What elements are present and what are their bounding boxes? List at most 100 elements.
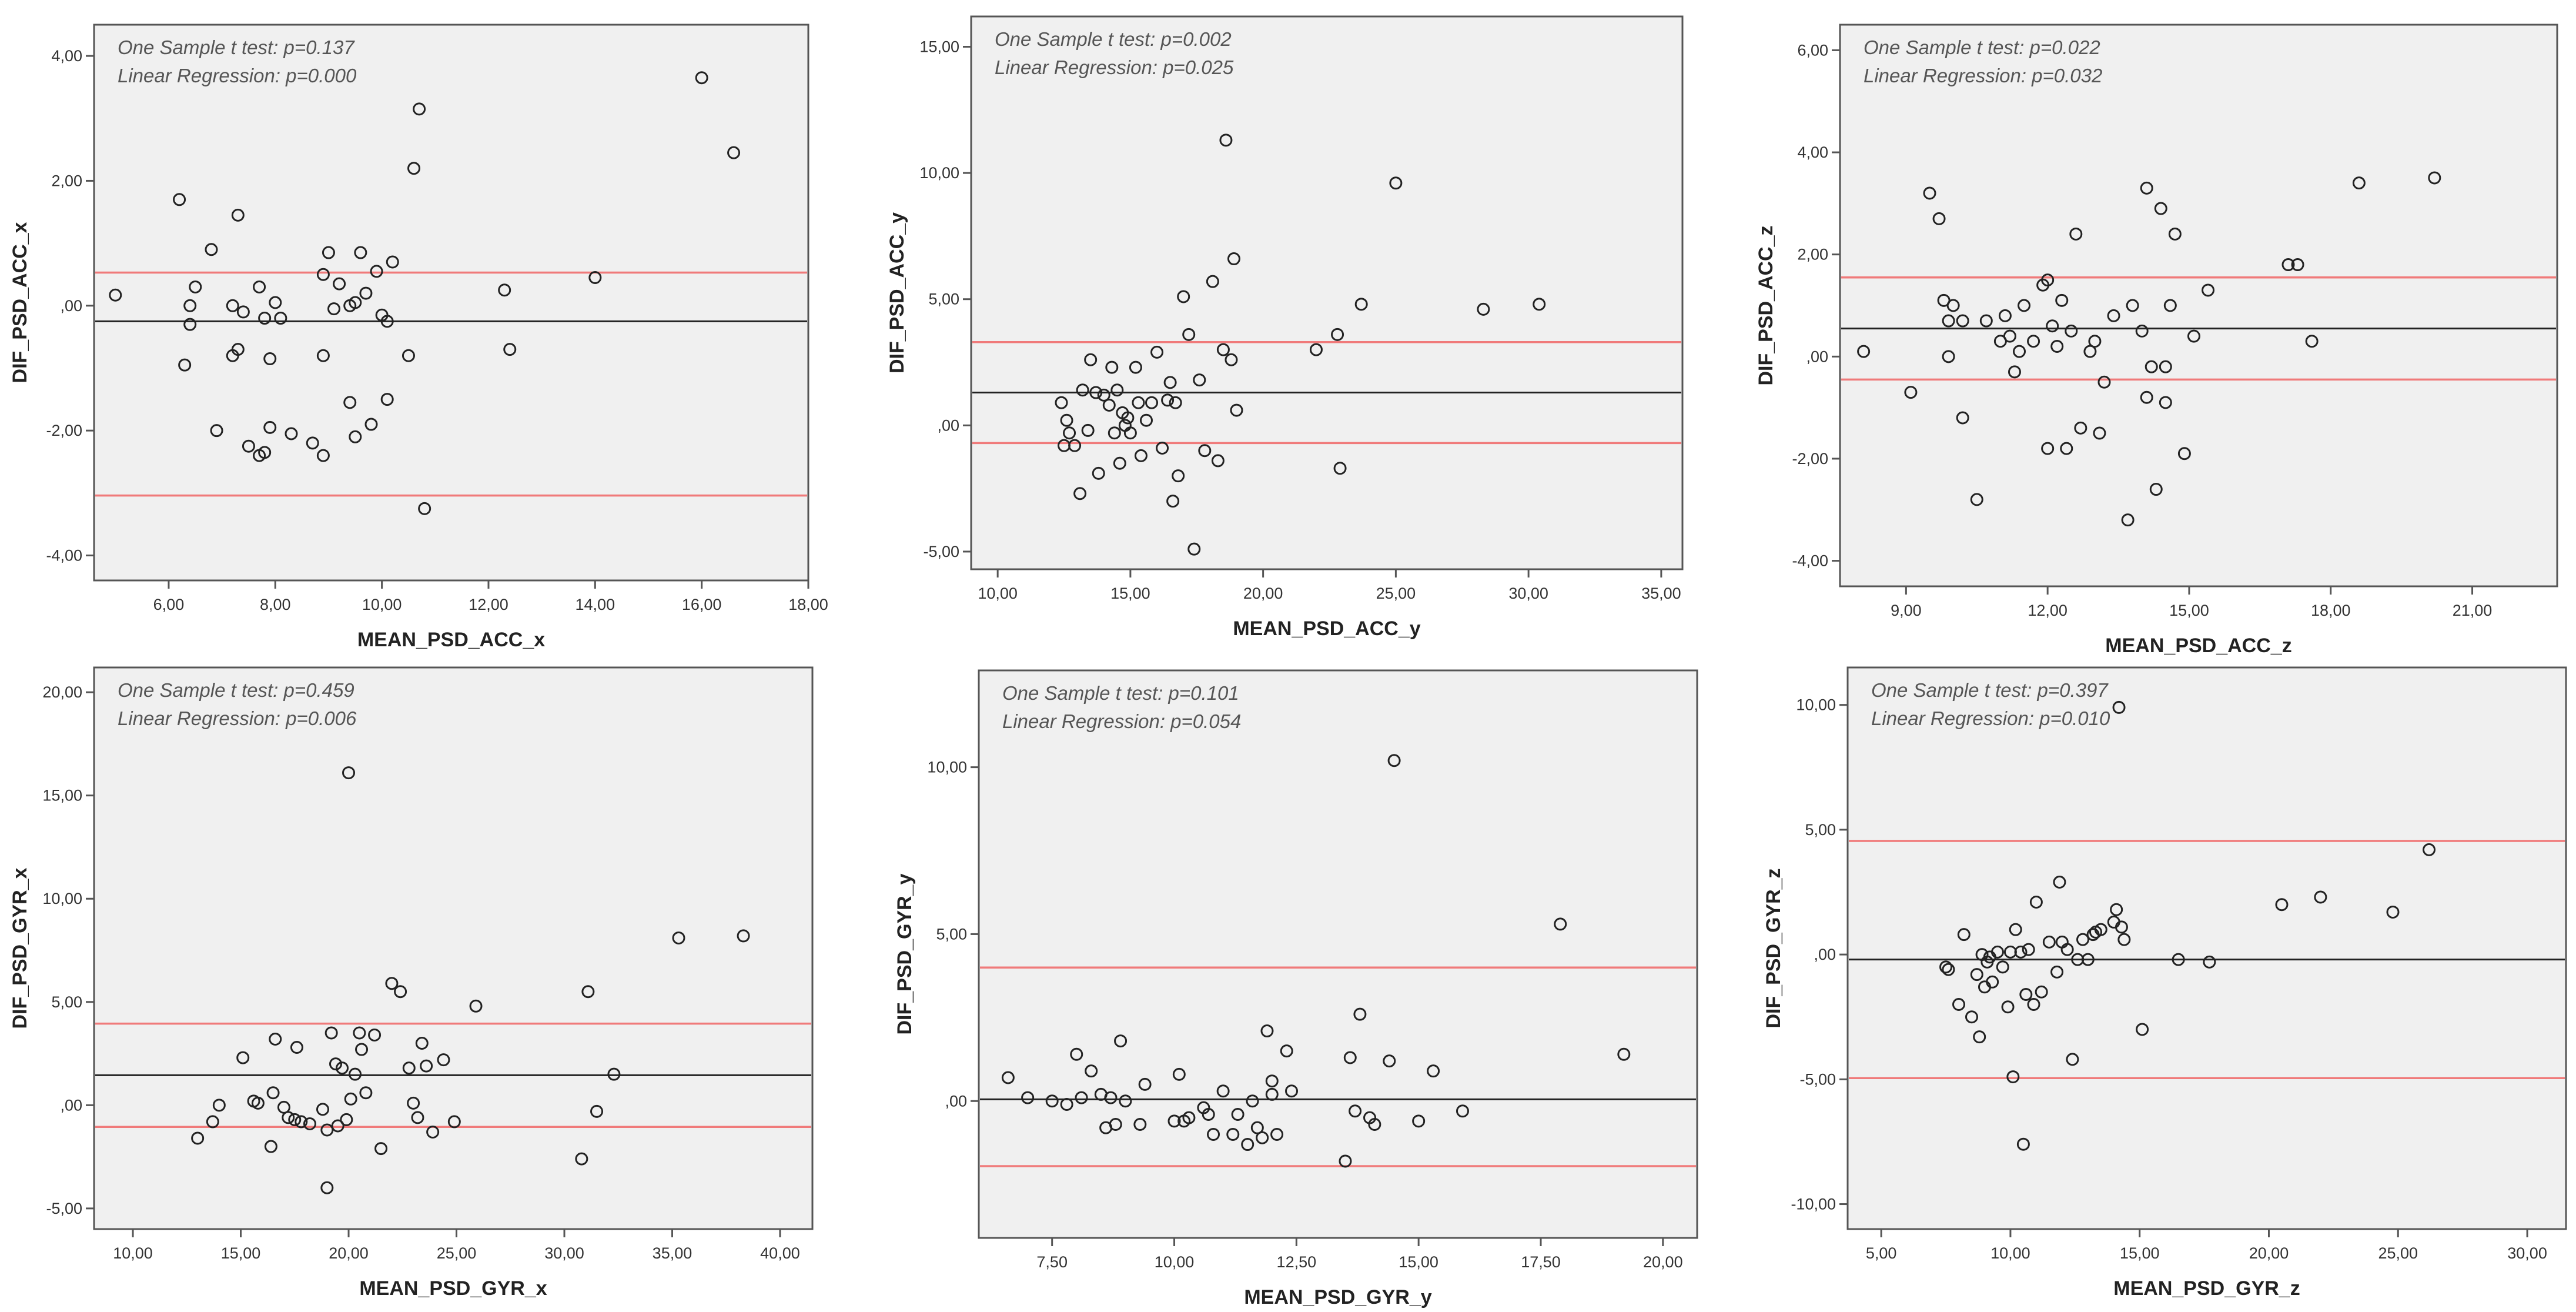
x-axis-label: MEAN_PSD_GYR_z	[2113, 1277, 2300, 1300]
data-point	[231, 208, 245, 222]
data-point	[2008, 365, 2021, 379]
data-point	[2386, 905, 2400, 919]
data-point	[418, 502, 431, 515]
y-axis-label: DIF_PSD_GYR_z	[1762, 868, 1785, 1028]
data-point	[2009, 923, 2022, 936]
data-point	[316, 1103, 329, 1116]
data-point	[1973, 1030, 1986, 1044]
y-tick-label: -4,00	[1792, 552, 1828, 570]
x-tick-label: 16,00	[682, 596, 722, 613]
data-point	[2074, 421, 2087, 435]
y-axis-label: DIF_PSD_ACC_z	[1755, 225, 1777, 385]
data-point	[354, 246, 367, 259]
x-tick-label: 12,50	[1277, 1253, 1317, 1271]
data-point	[343, 396, 357, 409]
data-point	[2053, 876, 2066, 889]
data-point	[282, 1111, 295, 1124]
data-point	[189, 280, 202, 293]
x-tick-label: 15,00	[221, 1244, 261, 1262]
data-point	[353, 1026, 366, 1040]
data-point	[2136, 1023, 2149, 1036]
data-point	[2069, 227, 2083, 241]
data-point	[1617, 1047, 1631, 1061]
data-point	[183, 299, 197, 312]
chart-panel-6: 5,00 10,00 15,00 20,00 25,00 30,00 -10,00 -5,00…	[1762, 666, 2567, 1300]
data-point	[1045, 1094, 1059, 1108]
data-point	[1219, 133, 1233, 147]
data-point	[1349, 1104, 1362, 1118]
data-point	[206, 1115, 219, 1129]
data-point	[1427, 1064, 1440, 1078]
chart-panel-5: 7,50 10,00 12,50 15,00 17,50 20,00 ,00 5,00 10,0…	[894, 669, 1698, 1308]
x-tick-label: 17,50	[1521, 1253, 1561, 1271]
data-point	[727, 146, 741, 159]
data-point	[2154, 202, 2167, 215]
chart-panel-3: 9,00 12,00 15,00 18,00 21,00 -4,00 -2,00 ,00 2,0…	[1755, 24, 2558, 657]
x-tick-label: 25,00	[1376, 585, 1416, 602]
data-point	[303, 1117, 316, 1130]
data-point	[1182, 1111, 1196, 1124]
y-tick-label: 5,00	[928, 291, 959, 308]
x-tick-label: 20,00	[329, 1244, 369, 1262]
data-point	[1956, 314, 1969, 328]
data-point	[253, 280, 266, 293]
y-tick-label: 15,00	[919, 38, 959, 56]
data-point	[415, 1037, 429, 1050]
chart-panel-1: 6,00 8,00 10,00 12,00 14,00 16,00 18,00 -4,00 -2…	[9, 24, 828, 651]
data-point	[1073, 487, 1087, 500]
data-point	[380, 393, 394, 406]
data-point	[1231, 1107, 1244, 1121]
stat-annotation: One Sample t test: p=0.397	[1871, 679, 2109, 701]
data-point	[581, 985, 595, 999]
data-point	[212, 1099, 226, 1112]
data-point	[1456, 1104, 1469, 1118]
y-tick-label: 5,00	[936, 925, 967, 943]
data-point	[1097, 388, 1110, 402]
data-point	[269, 296, 282, 309]
data-point	[1163, 376, 1177, 389]
data-point	[2135, 324, 2149, 338]
y-tick-label: 4,00	[1797, 143, 1828, 161]
data-point	[1060, 1097, 1073, 1111]
data-point	[1343, 1051, 1357, 1064]
data-point	[320, 1123, 334, 1137]
data-point	[503, 343, 517, 356]
y-tick-label: 2,00	[1797, 246, 1828, 263]
data-point	[251, 1096, 265, 1110]
data-point	[2423, 843, 2436, 856]
x-tick-label: 12,00	[2028, 602, 2068, 619]
y-axis-label: DIF_PSD_ACC_x	[9, 222, 31, 383]
data-point	[183, 318, 197, 331]
x-tick-label: 20,00	[1643, 1253, 1683, 1271]
data-point	[266, 1086, 280, 1100]
x-tick-label: 18,00	[788, 596, 828, 613]
data-point	[1133, 1118, 1147, 1131]
x-tick-label: 25,00	[437, 1244, 477, 1262]
x-tick-label: 30,00	[2507, 1244, 2547, 1262]
data-point	[1354, 298, 1368, 311]
y-tick-label: -4,00	[46, 547, 82, 565]
data-point	[2097, 375, 2111, 389]
data-point	[236, 1051, 250, 1064]
stat-annotation: One Sample t test: p=0.002	[995, 28, 1232, 50]
x-tick-label: 35,00	[653, 1244, 692, 1262]
data-point	[226, 299, 239, 312]
data-point	[370, 265, 383, 278]
data-point	[1986, 975, 1999, 989]
data-point	[359, 286, 373, 300]
data-point	[1241, 1138, 1254, 1151]
stat-annotation: Linear Regression: p=0.054	[1002, 710, 1241, 732]
data-point	[1956, 411, 1969, 425]
data-point	[2016, 1137, 2030, 1151]
data-point	[2203, 955, 2216, 969]
x-tick-label: 5,00	[1866, 1244, 1897, 1262]
data-point	[2083, 345, 2097, 358]
data-point	[2121, 513, 2135, 527]
data-point	[426, 1125, 440, 1139]
data-point	[290, 1041, 303, 1054]
data-point	[2055, 293, 2069, 307]
data-point	[1280, 1044, 1293, 1058]
data-point	[274, 312, 287, 325]
data-point	[2112, 700, 2126, 714]
data-point	[1172, 469, 1185, 483]
